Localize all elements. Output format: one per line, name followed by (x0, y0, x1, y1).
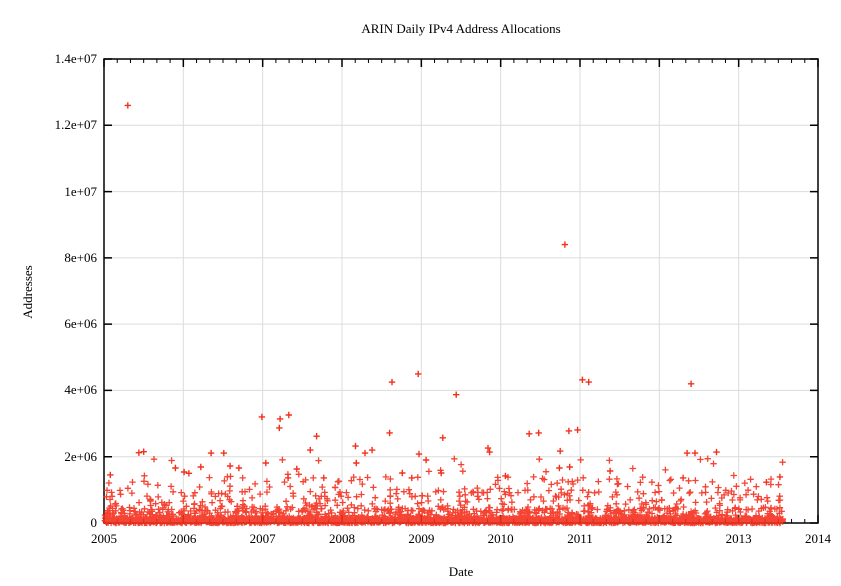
y-tick-label: 1e+07 (64, 183, 97, 199)
x-tick-label: 2010 (487, 531, 514, 546)
x-tick-label: 2007 (249, 531, 276, 546)
x-tick-label: 2009 (408, 531, 435, 546)
x-tick-label: 2013 (725, 531, 752, 546)
x-tick-label: 2014 (805, 531, 831, 546)
x-tick-label: 2012 (646, 531, 673, 546)
y-tick-label: 8e+06 (64, 249, 97, 265)
scatter-points-cloud (101, 455, 786, 527)
y-tick-label: 4e+06 (64, 382, 97, 398)
x-tick-label: 2006 (170, 531, 197, 546)
x-tick-label: 2011 (567, 531, 593, 546)
scatter-points-notable (107, 102, 784, 486)
chart-title: ARIN Daily IPv4 Address Allocations (361, 21, 561, 36)
y-tick-label: 1.4e+07 (54, 51, 97, 66)
x-tick-label: 2008 (329, 531, 355, 546)
gridlines (104, 59, 818, 523)
y-tick-label: 1.2e+07 (54, 117, 97, 133)
y-tick-label: 2e+06 (64, 448, 97, 464)
y-tick-label: 0 (90, 515, 98, 530)
x-axis-title: Date (448, 564, 474, 579)
minor-ticks (116, 59, 806, 523)
x-tick-label: 2005 (91, 531, 117, 546)
y-tick-label: 6e+06 (64, 316, 97, 332)
